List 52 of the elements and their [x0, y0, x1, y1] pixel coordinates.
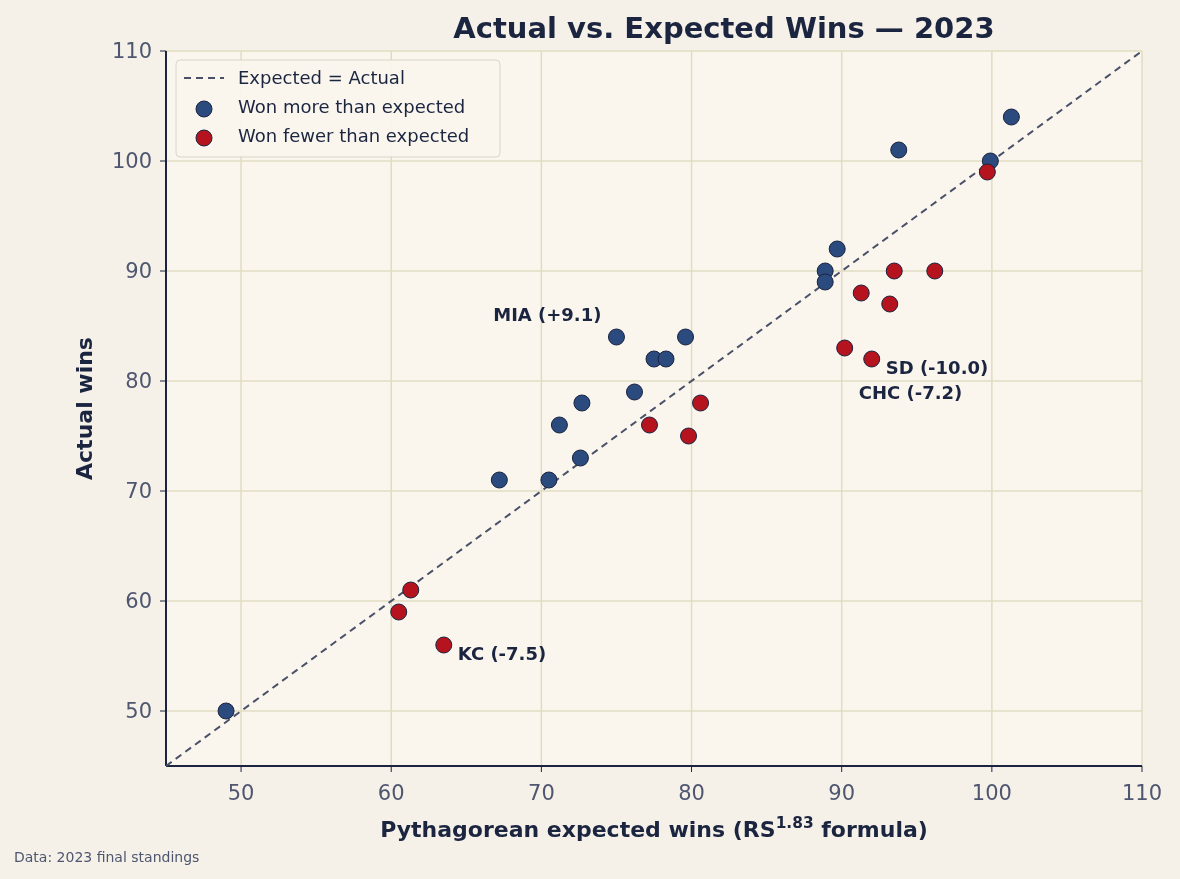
point [885, 262, 903, 280]
point [828, 240, 846, 258]
point [641, 416, 658, 434]
point [550, 416, 568, 434]
y-tick-label: 60 [125, 589, 152, 613]
point [978, 163, 996, 181]
point [573, 394, 591, 412]
y-tick-label: 110 [111, 39, 152, 63]
point [881, 295, 899, 313]
y-axis-title: Actual wins [72, 337, 97, 480]
x-tick-label: 70 [528, 781, 555, 805]
point [1002, 108, 1020, 126]
text: Data: 2023 final standings [14, 849, 200, 865]
point [571, 449, 589, 467]
y-tick-label: 50 [125, 699, 152, 723]
point [852, 284, 870, 302]
point [390, 603, 408, 621]
x-tick-label: 110 [1121, 781, 1163, 805]
x-axis-title: Pythagorean expected wins (RS$^{1.83}$ formula) [380, 814, 928, 842]
y-tick-label: 80 [125, 369, 152, 393]
chart-title: Actual vs. Expected Wins — 2023 [453, 11, 995, 45]
x-tick-label: 80 [678, 781, 705, 805]
legend-label: Won fewer than expected [238, 125, 470, 146]
point [890, 141, 908, 159]
annotation: KC (-7.5) [457, 643, 547, 664]
y-tick-label: 70 [125, 479, 152, 503]
point [680, 427, 698, 445]
point [402, 581, 420, 599]
x-tick-label: 60 [377, 781, 405, 805]
point [677, 328, 695, 346]
y-tick-label: 90 [125, 259, 152, 283]
point [836, 339, 854, 357]
point [657, 350, 675, 368]
legend-label: Won more than expected [238, 96, 466, 117]
x-tick-label: 100 [971, 781, 1012, 805]
point [625, 383, 643, 401]
annotation: MIA (+9.1) [493, 304, 602, 325]
annotation: SD (-10.0) [885, 357, 989, 378]
point [435, 636, 453, 654]
y-tick-label: 100 [111, 149, 152, 173]
x-tick-label: 50 [227, 781, 255, 805]
annotation: CHC (-7.2) [858, 382, 963, 403]
point [863, 350, 881, 368]
x-tick-label: 90 [828, 781, 856, 805]
point [217, 702, 235, 720]
point [490, 471, 508, 489]
point [926, 262, 944, 280]
point [607, 328, 625, 346]
legend-label: Expected = Actual [238, 67, 405, 88]
point [540, 471, 558, 489]
point [692, 394, 710, 412]
point [816, 273, 834, 291]
